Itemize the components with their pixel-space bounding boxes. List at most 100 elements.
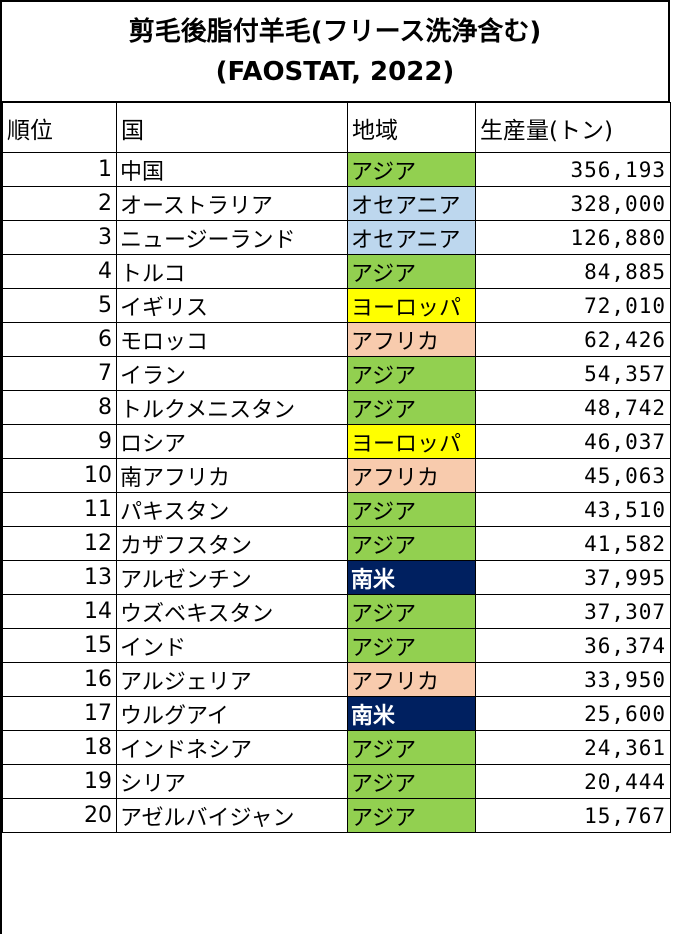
region-cell: 南米 [347, 696, 476, 731]
production-cell: 48,742 [475, 390, 671, 425]
country-cell: 南アフリカ [116, 458, 348, 493]
country-cell: アルゼンチン [116, 560, 348, 595]
header-production: 生産量(トン) [475, 102, 671, 153]
region-cell: アジア [347, 730, 476, 765]
region-cell: アフリカ [347, 662, 476, 697]
table-row: 17 ウルグアイ 南米 25,600 [2, 696, 671, 731]
country-cell: オーストラリア [116, 186, 348, 221]
country-cell: アゼルバイジャン [116, 798, 348, 833]
country-cell: アルジェリア [116, 662, 348, 697]
country-cell: ニュージーランド [116, 220, 348, 255]
production-cell: 24,361 [475, 730, 671, 765]
region-cell: アジア [347, 254, 476, 289]
country-cell: イギリス [116, 288, 348, 323]
country-cell: モロッコ [116, 322, 348, 357]
region-cell: アジア [347, 594, 476, 629]
rank-cell: 18 [2, 730, 117, 765]
region-cell: アジア [347, 152, 476, 187]
production-cell: 43,510 [475, 492, 671, 527]
header-country: 国 [116, 102, 348, 153]
rank-cell: 10 [2, 458, 117, 493]
country-cell: 中国 [116, 152, 348, 187]
rank-cell: 5 [2, 288, 117, 323]
country-cell: インドネシア [116, 730, 348, 765]
region-cell: ヨーロッパ [347, 288, 476, 323]
ranking-table: 順位 国 地域 生産量(トン) 1 中国 アジア 356,193 2 オーストラリア オセア… [2, 102, 671, 833]
header-region: 地域 [347, 102, 476, 153]
region-cell: オセアニア [347, 220, 476, 255]
rank-cell: 20 [2, 798, 117, 833]
region-cell: アジア [347, 764, 476, 799]
region-cell: オセアニア [347, 186, 476, 221]
country-cell: ウルグアイ [116, 696, 348, 731]
country-cell: ロシア [116, 424, 348, 459]
table-row: 16 アルジェリア アフリカ 33,950 [2, 662, 671, 697]
region-cell: ヨーロッパ [347, 424, 476, 459]
country-cell: ウズベキスタン [116, 594, 348, 629]
country-cell: イラン [116, 356, 348, 391]
production-cell: 15,767 [475, 798, 671, 833]
production-cell: 33,950 [475, 662, 671, 697]
table-row: 10 南アフリカ アフリカ 45,063 [2, 458, 671, 493]
region-cell: アジア [347, 526, 476, 561]
table-row: 3 ニュージーランド オセアニア 126,880 [2, 220, 671, 255]
production-cell: 37,995 [475, 560, 671, 595]
rank-cell: 3 [2, 220, 117, 255]
country-cell: トルクメニスタン [116, 390, 348, 425]
table-row: 15 インド アジア 36,374 [2, 628, 671, 663]
region-cell: アジア [347, 390, 476, 425]
table-row: 9 ロシア ヨーロッパ 46,037 [2, 424, 671, 459]
production-cell: 72,010 [475, 288, 671, 323]
country-cell: カザフスタン [116, 526, 348, 561]
production-cell: 328,000 [475, 186, 671, 221]
table-row: 11 パキスタン アジア 43,510 [2, 492, 671, 527]
rank-cell: 11 [2, 492, 117, 527]
production-cell: 37,307 [475, 594, 671, 629]
region-cell: 南米 [347, 560, 476, 595]
production-cell: 25,600 [475, 696, 671, 731]
rank-cell: 17 [2, 696, 117, 731]
region-cell: アフリカ [347, 322, 476, 357]
rank-cell: 12 [2, 526, 117, 561]
table-row: 18 インドネシア アジア 24,361 [2, 730, 671, 765]
title-line-1: 剪毛後脂付羊毛(フリース洗浄含む) [128, 16, 542, 47]
rank-cell: 8 [2, 390, 117, 425]
production-cell: 41,582 [475, 526, 671, 561]
production-cell: 46,037 [475, 424, 671, 459]
production-cell: 62,426 [475, 322, 671, 357]
rank-cell: 2 [2, 186, 117, 221]
rank-cell: 9 [2, 424, 117, 459]
header-row: 順位 国 地域 生産量(トン) [2, 102, 671, 153]
region-cell: アジア [347, 798, 476, 833]
country-cell: シリア [116, 764, 348, 799]
production-cell: 126,880 [475, 220, 671, 255]
rank-cell: 13 [2, 560, 117, 595]
rank-cell: 7 [2, 356, 117, 391]
rank-cell: 14 [2, 594, 117, 629]
country-cell: インド [116, 628, 348, 663]
table-row: 5 イギリス ヨーロッパ 72,010 [2, 288, 671, 323]
country-cell: パキスタン [116, 492, 348, 527]
table-row: 1 中国 アジア 356,193 [2, 152, 671, 187]
table-row: 12 カザフスタン アジア 41,582 [2, 526, 671, 561]
table-row: 7 イラン アジア 54,357 [2, 356, 671, 391]
table-row: 14 ウズベキスタン アジア 37,307 [2, 594, 671, 629]
table-row: 8 トルクメニスタン アジア 48,742 [2, 390, 671, 425]
region-cell: アジア [347, 356, 476, 391]
rank-cell: 4 [2, 254, 117, 289]
country-cell: トルコ [116, 254, 348, 289]
table-row: 2 オーストラリア オセアニア 328,000 [2, 186, 671, 221]
table-row: 20 アゼルバイジャン アジア 15,767 [2, 798, 671, 833]
table-row: 6 モロッコ アフリカ 62,426 [2, 322, 671, 357]
production-cell: 84,885 [475, 254, 671, 289]
header-rank: 順位 [2, 102, 117, 153]
rank-cell: 6 [2, 322, 117, 357]
rank-cell: 16 [2, 662, 117, 697]
table-row: 13 アルゼンチン 南米 37,995 [2, 560, 671, 595]
production-cell: 36,374 [475, 628, 671, 663]
rank-cell: 1 [2, 152, 117, 187]
table-row: 19 シリア アジア 20,444 [2, 764, 671, 799]
table-title: 剪毛後脂付羊毛(フリース洗浄含む) (FAOSTAT, 2022) [2, 2, 670, 102]
production-cell: 356,193 [475, 152, 671, 187]
